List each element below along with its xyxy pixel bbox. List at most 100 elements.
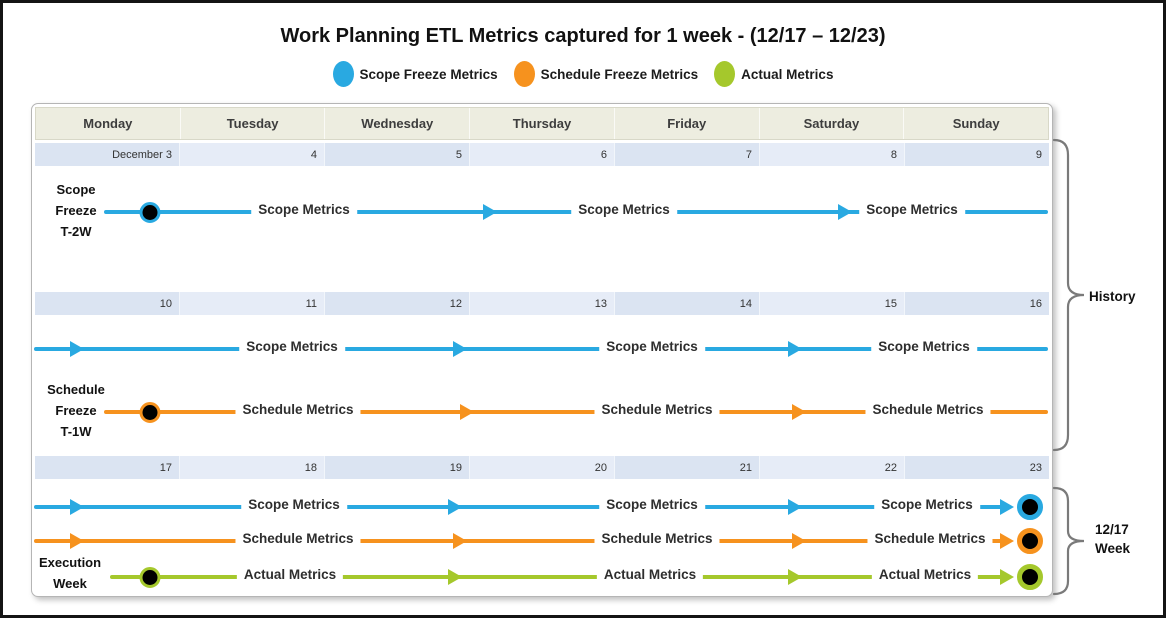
diagram-title: Work Planning ETL Metrics captured for 1… <box>280 25 886 47</box>
metric-label: Scope Metrics <box>571 202 677 217</box>
arrow-right-icon <box>483 204 497 220</box>
date-cell: 21 <box>614 456 759 479</box>
metric-label: Schedule Metrics <box>594 531 720 546</box>
metric-label: Actual Metrics <box>871 567 979 582</box>
arrow-right-icon <box>788 569 802 585</box>
date-cell: 20 <box>469 456 614 479</box>
date-cell: 8 <box>759 143 904 166</box>
arrow-right-icon <box>1000 499 1014 515</box>
day-header-friday: Friday <box>615 108 760 139</box>
date-cell: 18 <box>179 456 324 479</box>
date-cell: 5 <box>324 143 469 166</box>
date-cell: 22 <box>759 456 904 479</box>
arrow-right-icon <box>70 499 84 515</box>
label-line: Week <box>1095 541 1131 556</box>
legend-label: Actual Metrics <box>741 66 834 82</box>
label-line: Execution <box>38 555 102 570</box>
arrow-right-icon <box>1000 533 1014 549</box>
metric-label: Scope Metrics <box>599 497 705 512</box>
date-cell: 23 <box>904 456 1049 479</box>
metric-label: Schedule Metrics <box>865 402 991 417</box>
day-header-tuesday: Tuesday <box>181 108 326 139</box>
date-cell: 6 <box>469 143 614 166</box>
week1-date-row: December 3 4 5 6 7 8 9 <box>35 143 1049 166</box>
metric-label: Scope Metrics <box>874 497 980 512</box>
label-line: T-1W <box>60 424 92 439</box>
schedule-freeze-dot <box>139 402 161 423</box>
metric-label: Scope Metrics <box>251 202 357 217</box>
date-cell: December 3 <box>35 143 179 166</box>
schedule-line <box>104 410 1048 414</box>
metric-label: Actual Metrics <box>596 567 704 582</box>
metric-label: Actual Metrics <box>236 567 344 582</box>
metric-label: Schedule Metrics <box>594 402 720 417</box>
arrow-right-icon <box>792 533 806 549</box>
history-label: History <box>1089 289 1136 304</box>
date-cell: 12 <box>324 292 469 315</box>
legend-label: Scope Freeze Metrics <box>359 66 498 82</box>
day-header-wednesday: Wednesday <box>325 108 471 139</box>
legend-label: Schedule Freeze Metrics <box>540 66 699 82</box>
legend-item-actual: Actual Metrics <box>714 61 833 87</box>
arrow-right-icon <box>70 533 84 549</box>
scope-line <box>34 347 1048 351</box>
schedule-line <box>34 539 1007 543</box>
day-header-monday: Monday <box>36 108 181 139</box>
label-line: Schedule <box>47 382 105 397</box>
scope-freeze-dot <box>139 202 161 223</box>
exec-week-label: 12/17 Week <box>1095 520 1130 558</box>
date-cell: 14 <box>614 292 759 315</box>
arrow-right-icon <box>453 533 467 549</box>
arrow-right-icon <box>788 499 802 515</box>
day-header-sunday: Sunday <box>952 116 1000 131</box>
day-header-thursday: Thursday <box>470 108 615 139</box>
scope-legend-dot-icon <box>332 61 354 87</box>
label-line: Week <box>53 576 87 591</box>
day-header-saturday: Saturday <box>760 108 905 139</box>
arrow-right-icon <box>70 341 84 357</box>
week2-date-row: 10 11 12 13 14 15 16 <box>35 292 1049 315</box>
actual-end-dot <box>1017 564 1043 590</box>
actual-legend-dot-icon <box>714 61 736 87</box>
arrow-right-icon <box>448 569 462 585</box>
date-cell: 19 <box>324 456 469 479</box>
day-header-row: Monday Tuesday Wednesday Thursday Friday… <box>35 107 1049 140</box>
label-line: T-2W <box>60 224 92 239</box>
metric-label: Schedule Metrics <box>235 531 361 546</box>
week3-date-row: 17 18 19 20 21 22 23 <box>35 456 1049 479</box>
calendar-panel: Monday Tuesday Wednesday Thursday Friday… <box>31 103 1053 597</box>
label-line: 12/17 <box>1095 522 1129 537</box>
date-cell: 13 <box>469 292 614 315</box>
arrow-right-icon <box>788 341 802 357</box>
legend: Scope Freeze Metrics Schedule Freeze Met… <box>3 61 1163 87</box>
arrow-right-icon <box>838 204 852 220</box>
actual-line <box>110 575 1007 579</box>
execution-week-label: Execution Week <box>32 552 108 594</box>
metric-label: Schedule Metrics <box>867 531 993 546</box>
scope-end-dot <box>1017 494 1043 520</box>
date-cell: 11 <box>179 292 324 315</box>
metric-label: Scope Metrics <box>871 339 977 354</box>
history-brace-icon <box>1052 138 1085 452</box>
date-cell: 9 <box>904 143 1049 166</box>
exec-week-brace-icon <box>1052 486 1085 596</box>
metric-label: Scope Metrics <box>599 339 705 354</box>
metric-label: Scope Metrics <box>239 339 345 354</box>
date-cell: 16 <box>904 292 1049 315</box>
date-cell: 10 <box>35 292 179 315</box>
label-line: Freeze <box>55 203 97 218</box>
label-line: Scope <box>56 182 96 197</box>
arrow-right-icon <box>1000 569 1014 585</box>
arrow-right-icon <box>792 404 806 420</box>
arrow-right-icon <box>453 341 467 357</box>
schedule-legend-dot-icon <box>513 61 535 87</box>
scope-line <box>34 505 1007 509</box>
legend-item-scope: Scope Freeze Metrics <box>332 61 498 87</box>
date-cell: 17 <box>35 456 179 479</box>
arrow-right-icon <box>448 499 462 515</box>
metric-label: Scope Metrics <box>241 497 347 512</box>
legend-item-schedule: Schedule Freeze Metrics <box>513 61 699 87</box>
execution-week-dot <box>139 567 161 588</box>
schedule-freeze-label: Schedule Freeze T-1W <box>40 379 112 442</box>
